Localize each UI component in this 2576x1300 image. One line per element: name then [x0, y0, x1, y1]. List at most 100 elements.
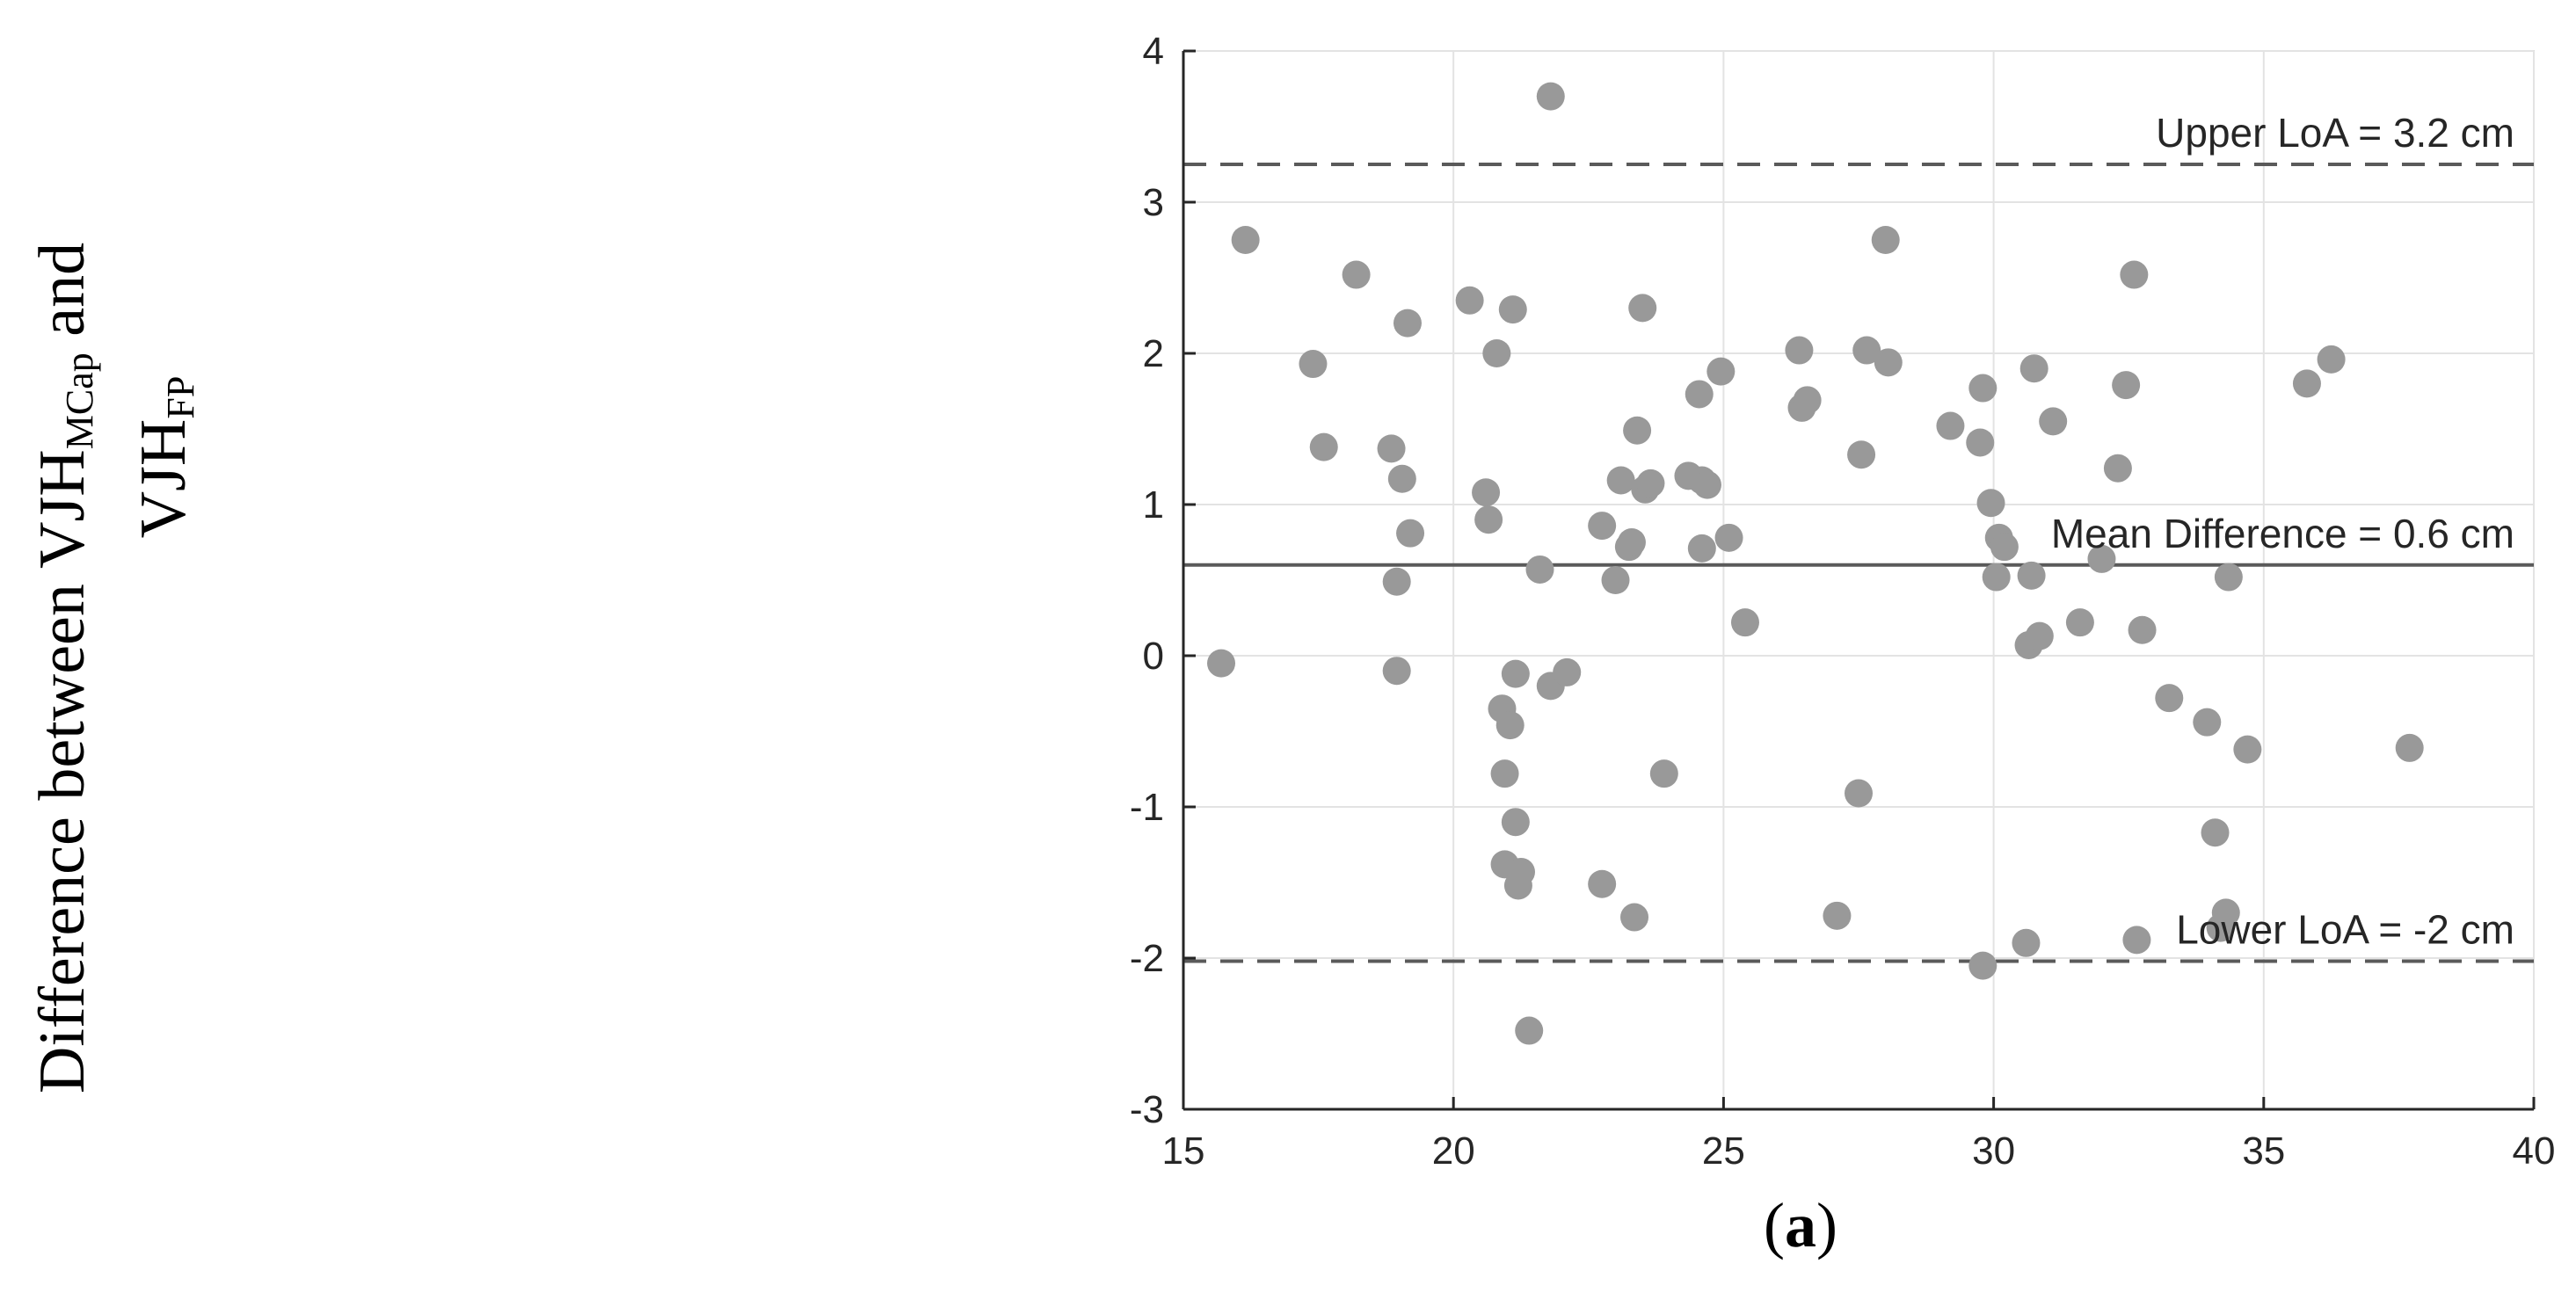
y-tick-label: 1 [1143, 483, 1164, 527]
data-point [2122, 926, 2151, 955]
data-point [2317, 345, 2346, 374]
data-point [1472, 478, 1501, 507]
data-point [2012, 928, 2041, 957]
y-axis-label-line2-main: VJH [127, 419, 200, 539]
data-point [1968, 374, 1997, 403]
data-point [1976, 489, 2005, 518]
data-point [2292, 369, 2321, 398]
data-point [2019, 354, 2048, 383]
data-point [1382, 657, 1411, 686]
data-point [1649, 759, 1678, 788]
reference-lines [1183, 163, 2534, 963]
data-point [1623, 416, 1652, 445]
data-point [1692, 470, 1721, 499]
data-point [1393, 309, 1422, 338]
panel-label-letter: a [1785, 1190, 1816, 1260]
x-tick-label: 20 [1432, 1129, 1475, 1173]
y-axis-label: Difference between VJHMCap and [26, 243, 101, 1093]
data-point [1617, 528, 1646, 556]
y-tick-label: -3 [1130, 1088, 1164, 1131]
y-axis-label-line2: VJHFP [127, 376, 202, 539]
panel-label: (a) [1764, 1190, 1837, 1260]
data-point [1495, 711, 1524, 740]
data-point [1990, 533, 2019, 562]
data-point [1342, 260, 1371, 289]
data-point [2103, 454, 2132, 483]
data-point [1936, 411, 1965, 440]
y-tick-label: 0 [1143, 635, 1164, 678]
y-axis-label-line1-sub: MCap [58, 352, 101, 449]
data-point [1874, 348, 1903, 377]
mean-reference-label: Mean Difference = 0.6 cm [2051, 511, 2514, 556]
data-point [2155, 684, 2184, 713]
x-tick-label: 35 [2242, 1129, 2285, 1173]
data-point [2039, 407, 2068, 436]
y-tick-label: 4 [1143, 30, 1164, 73]
y-axis-label-line1-main: Difference between VJH [26, 449, 98, 1093]
data-point [2087, 544, 2116, 573]
y-axis-label-line1-tail: and [26, 243, 98, 352]
data-point [1482, 339, 1511, 367]
data-point [1525, 555, 1554, 584]
x-tick-label: 25 [1702, 1129, 1745, 1173]
data-point [1507, 857, 1535, 886]
lower-reference-label: Lower LoA = -2 cm [2176, 906, 2514, 952]
panel-label-close: ) [1816, 1190, 1837, 1260]
data-point [1706, 357, 1736, 386]
data-point [1606, 466, 1635, 495]
data-point [1847, 440, 1876, 469]
data-point [2233, 735, 2262, 764]
data-point [2193, 708, 2222, 737]
data-point [1382, 567, 1411, 596]
data-point [1628, 294, 1657, 323]
data-points [1207, 82, 2424, 1045]
data-point [1714, 523, 1743, 552]
panel-label-open: ( [1764, 1190, 1785, 1260]
data-point [1309, 432, 1338, 461]
data-point [2112, 371, 2141, 400]
data-point [1785, 336, 1814, 365]
data-point [1871, 226, 1900, 254]
data-point [1207, 649, 1236, 678]
y-tick-label: 3 [1143, 181, 1164, 224]
data-point [1793, 386, 1822, 415]
data-point [1601, 566, 1630, 594]
x-tick-label: 30 [1972, 1129, 2015, 1173]
data-point [1845, 779, 1873, 808]
data-point [1588, 512, 1617, 541]
data-point [2017, 561, 2046, 590]
data-point [1515, 1016, 1544, 1045]
data-point [1852, 336, 1881, 365]
data-point [1501, 808, 1530, 837]
data-point [1455, 286, 1484, 315]
data-point [1620, 903, 1649, 932]
data-point [1968, 951, 1997, 980]
data-point [1396, 519, 1425, 548]
y-tick-label: 2 [1143, 332, 1164, 375]
data-point [1553, 657, 1582, 686]
data-point [1501, 659, 1530, 688]
data-point [2395, 733, 2424, 762]
y-tick-label: -2 [1130, 937, 1164, 980]
data-point [1474, 505, 1503, 534]
data-point [1231, 226, 1260, 254]
data-point [1823, 901, 1852, 930]
data-point [2211, 898, 2240, 927]
data-point [1588, 869, 1617, 898]
data-point [1687, 534, 1716, 563]
data-point [2120, 260, 2149, 289]
data-point [1377, 434, 1406, 463]
data-point [1982, 563, 2011, 592]
data-point [1536, 82, 1565, 111]
data-point [1387, 464, 1416, 493]
data-point [1490, 759, 1519, 788]
data-point [1636, 468, 1665, 497]
y-tick-label: -1 [1130, 786, 1164, 829]
data-point [2025, 621, 2054, 650]
data-point [2065, 608, 2094, 637]
x-tick-label: 15 [1162, 1129, 1205, 1173]
x-tick-label: 40 [2513, 1129, 2556, 1173]
data-point [2128, 615, 2157, 644]
